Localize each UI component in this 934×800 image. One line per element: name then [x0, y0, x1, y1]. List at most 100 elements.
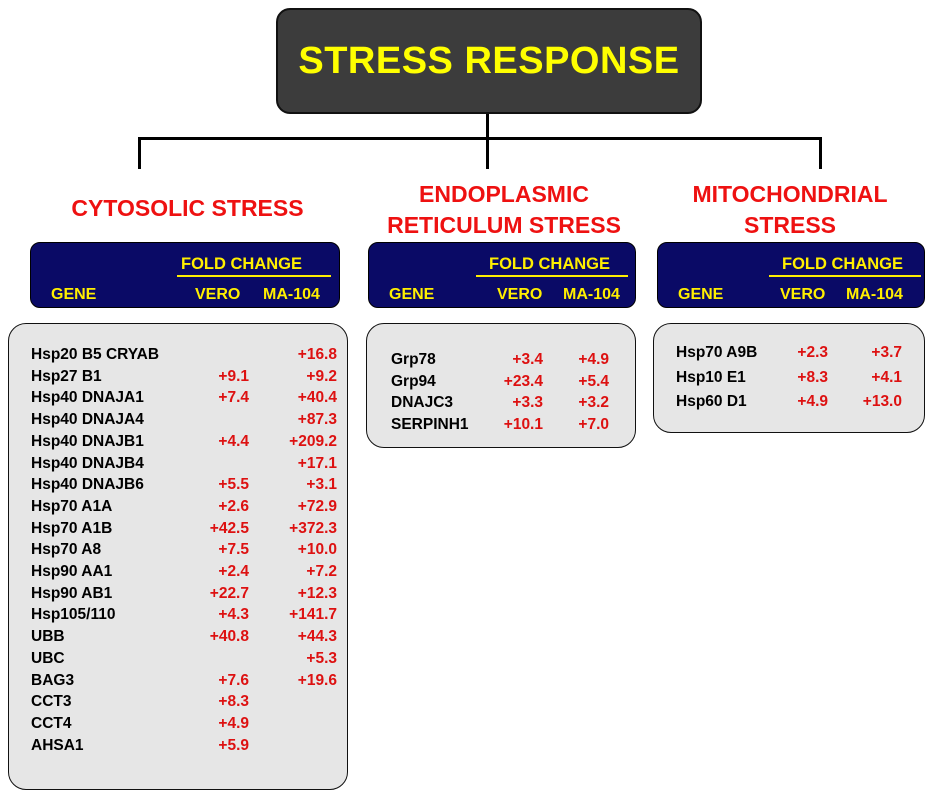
table-row: CCT3 +8.3: [9, 693, 347, 714]
table-row: Hsp40 DNAJB4 +17.1: [9, 455, 347, 476]
vero-value: +2.3: [797, 344, 828, 361]
ma104-value: +13.0: [862, 393, 902, 410]
gene-column-header: GENE: [389, 286, 435, 303]
table-row: Hsp70 A8 +7.5 +10.0: [9, 541, 347, 562]
ma104-value: +3.2: [578, 394, 609, 411]
gene-column-header: GENE: [51, 286, 97, 303]
vero-value: +9.1: [218, 367, 249, 385]
gene-name: Hsp40 DNAJB6: [31, 476, 144, 494]
gene-name: Hsp60 D1: [676, 393, 747, 410]
fold-change-label: FOLD CHANGE: [489, 255, 610, 273]
ma104-value: +12.3: [297, 584, 337, 602]
fold-change-underline: [476, 275, 628, 277]
connector-trunk: [486, 114, 489, 138]
vero-value: +5.9: [218, 736, 249, 754]
connector-bar: [138, 137, 822, 140]
ma104-value: +44.3: [297, 628, 337, 646]
ma104-value: +72.9: [297, 497, 337, 515]
gene-name: Hsp70 A1B: [31, 519, 113, 537]
vero-value: +4.9: [797, 393, 828, 410]
table-row: Hsp40 DNAJA1 +7.4 +40.4: [9, 389, 347, 410]
ma104-value: +10.0: [297, 541, 337, 559]
vero-column-header: VERO: [780, 286, 826, 303]
data-box-mito: Hsp70 A9B +2.3 +3.7 Hsp10 E1 +8.3 +4.1 Hsp60 D…: [653, 323, 925, 433]
fold-change-label: FOLD CHANGE: [782, 255, 903, 273]
vero-value: +42.5: [209, 519, 249, 537]
connector-middle: [486, 137, 489, 169]
vero-value: +2.4: [218, 563, 249, 580]
vero-value: +23.4: [503, 372, 543, 390]
ma104-value: +4.9: [578, 351, 609, 368]
vero-value: +3.3: [512, 394, 543, 411]
table-row: UBC +5.3: [9, 650, 347, 671]
table-row: Hsp105/110 +4.3 +141.7: [9, 606, 347, 627]
vero-value: +7.4: [218, 389, 249, 407]
fold-change-label: FOLD CHANGE: [181, 255, 302, 273]
table-row: Hsp20 B5 CRYAB +16.8: [9, 346, 347, 367]
gene-name: Hsp105/110: [31, 606, 116, 624]
diagram-title: STRESS RESPONSE: [298, 39, 680, 82]
vero-value: +22.7: [209, 584, 249, 602]
section-title-cytosolic: CYTOSOLIC STRESS: [30, 193, 345, 224]
connector-right: [819, 137, 822, 169]
ma104-column-header: MA-104: [846, 286, 903, 303]
header-panel-er: FOLD CHANGE GENE VERO MA-104: [368, 242, 636, 308]
table-row: SERPINH1 +10.1 +7.0: [367, 416, 635, 437]
ma104-column-header: MA-104: [563, 286, 620, 303]
gene-name: Hsp27 B1: [31, 367, 102, 385]
ma104-value: +87.3: [297, 411, 337, 429]
gene-name: AHSA1: [31, 736, 84, 754]
gene-name: Hsp40 DNAJB4: [31, 454, 144, 472]
gene-name: UBB: [31, 628, 65, 646]
section-title-line: STRESS: [743, 212, 837, 238]
ma104-value: +5.4: [578, 372, 609, 390]
gene-name: Hsp40 DNAJB1: [31, 432, 144, 450]
vero-value: +4.3: [218, 606, 249, 624]
vero-value: +10.1: [503, 415, 543, 433]
table-row: Hsp40 DNAJB1 +4.4 +209.2: [9, 433, 347, 454]
title-box: STRESS RESPONSE: [276, 8, 702, 114]
gene-name: Hsp10 E1: [676, 368, 746, 386]
vero-value: +4.9: [218, 714, 249, 732]
ma104-value: +3.7: [871, 344, 902, 361]
gene-name: Hsp70 A8: [31, 541, 102, 559]
table-row: CCT4 +4.9: [9, 715, 347, 736]
table-row: BAG3 +7.6 +19.6: [9, 672, 347, 693]
ma104-value: +16.8: [297, 346, 337, 363]
table-row: Hsp60 D1 +4.9 +13.0: [654, 393, 924, 414]
vero-value: +5.5: [218, 476, 249, 494]
gene-name: CCT3: [31, 693, 72, 711]
gene-name: UBC: [31, 649, 65, 667]
vero-value: +7.5: [218, 541, 249, 559]
header-panel-mito: FOLD CHANGE GENE VERO MA-104: [657, 242, 925, 308]
table-row: DNAJC3 +3.3 +3.2: [367, 394, 635, 415]
gene-name: Grp78: [391, 351, 436, 368]
ma104-value: +372.3: [289, 519, 337, 537]
section-title-line: ENDOPLASMIC: [419, 181, 589, 207]
section-title-line: CYTOSOLIC STRESS: [71, 195, 304, 221]
section-title-er: ENDOPLASMIC RETICULUM STRESS: [358, 179, 650, 241]
vero-value: +3.4: [512, 351, 543, 368]
ma104-value: +17.1: [297, 454, 337, 472]
ma104-value: +209.2: [289, 432, 337, 450]
table-row: Grp78 +3.4 +4.9: [367, 351, 635, 372]
section-title-line: RETICULUM STRESS: [387, 212, 621, 238]
fold-change-underline: [769, 275, 921, 277]
ma104-value: +9.2: [306, 367, 337, 385]
table-row: Hsp10 E1 +8.3 +4.1: [654, 369, 924, 390]
table-row: Hsp27 B1 +9.1 +9.2: [9, 368, 347, 389]
gene-name: Hsp90 AA1: [31, 563, 113, 580]
ma104-value: +141.7: [289, 606, 337, 624]
vero-value: +7.6: [218, 671, 249, 689]
vero-value: +2.6: [218, 497, 249, 515]
table-row: Grp94 +23.4 +5.4: [367, 373, 635, 394]
vero-column-header: VERO: [195, 286, 241, 303]
gene-name: Grp94: [391, 372, 436, 390]
gene-name: DNAJC3: [391, 394, 454, 411]
section-title-mito: MITOCHONDRIAL STRESS: [655, 179, 925, 241]
gene-name: CCT4: [31, 714, 72, 732]
connector-left: [138, 137, 141, 169]
vero-value: +8.3: [797, 368, 828, 386]
gene-column-header: GENE: [678, 286, 724, 303]
table-row: Hsp40 DNAJA4 +87.3: [9, 411, 347, 432]
